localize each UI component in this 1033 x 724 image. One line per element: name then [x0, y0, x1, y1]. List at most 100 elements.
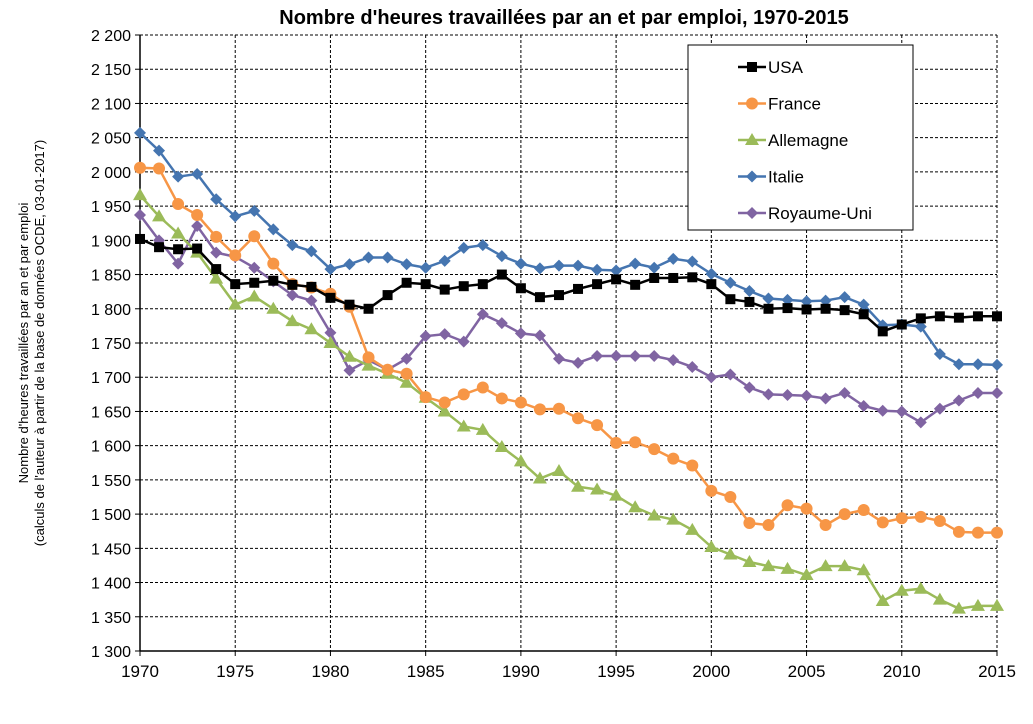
x-tick-label: 1990	[502, 662, 540, 681]
series-line-france	[139, 166, 997, 534]
data-point-italie	[762, 292, 775, 305]
series-line-italie	[139, 131, 998, 367]
series-line-royaume-uni	[139, 214, 997, 424]
y-tick-label: 1 650	[91, 404, 131, 421]
data-point-usa	[268, 275, 279, 286]
data-point-royaume-uni	[610, 350, 623, 363]
data-point-france	[629, 436, 642, 449]
data-point-italie	[210, 193, 223, 206]
data-point-france	[895, 512, 908, 525]
data-point-allemagne	[361, 358, 376, 371]
x-tick-label: 2000	[692, 662, 730, 681]
data-point-france	[914, 510, 927, 523]
data-point-france	[495, 392, 508, 405]
data-point-italie	[838, 291, 851, 304]
data-point-allemagne	[628, 500, 643, 513]
data-point-allemagne	[856, 563, 871, 576]
data-point-france	[191, 209, 204, 222]
data-point-usa	[763, 303, 774, 314]
data-point-usa	[211, 264, 222, 275]
data-point-italie	[286, 239, 299, 252]
data-point-allemagne	[475, 422, 490, 435]
data-point-usa	[972, 311, 983, 322]
data-point-italie	[248, 204, 261, 217]
data-point-royaume-uni	[476, 308, 489, 321]
data-point-france	[591, 419, 604, 432]
series-group	[133, 126, 1004, 614]
data-point-france	[552, 402, 565, 415]
data-point-italie	[495, 250, 508, 263]
data-point-royaume-uni	[572, 356, 585, 369]
data-point-allemagne	[685, 522, 700, 535]
legend-box	[687, 44, 914, 231]
data-point-allemagne	[970, 598, 985, 611]
legend-item-allemagne: Allemagne	[738, 131, 848, 150]
data-point-usa	[573, 283, 584, 294]
data-point-france	[933, 514, 946, 527]
legend-item-italie: Italie	[738, 168, 804, 187]
data-point-allemagne	[133, 188, 147, 201]
data-point-royaume-uni	[686, 360, 699, 373]
y-tick-label: 1 400	[91, 576, 131, 593]
data-point-italie	[629, 257, 642, 270]
data-point-italie	[400, 258, 413, 271]
y-tick-label: 2 100	[91, 96, 131, 113]
data-point-italie	[153, 144, 166, 157]
data-point-france	[781, 499, 794, 512]
data-point-france	[857, 504, 870, 517]
data-point-allemagne	[513, 454, 528, 467]
data-point-usa	[611, 274, 622, 285]
data-point-royaume-uni	[952, 394, 965, 407]
legend-marker	[745, 133, 759, 145]
data-point-italie	[229, 210, 242, 223]
data-point-allemagne	[875, 594, 890, 607]
data-point-royaume-uni	[933, 402, 946, 415]
data-point-italie	[724, 276, 737, 289]
data-point-royaume-uni	[914, 416, 927, 429]
data-point-royaume-uni	[838, 386, 851, 399]
data-point-royaume-uni	[514, 327, 527, 340]
data-point-allemagne	[304, 322, 319, 335]
data-point-royaume-uni	[743, 381, 756, 394]
legend-label: France	[768, 95, 821, 114]
data-point-italie	[667, 252, 680, 265]
data-point-usa	[820, 303, 831, 314]
data-point-allemagne	[228, 297, 243, 310]
x-tick-label: 1985	[407, 662, 445, 681]
data-point-usa	[725, 294, 736, 305]
data-point-allemagne	[742, 555, 757, 568]
data-point-france	[457, 388, 470, 401]
legend-label: USA	[768, 58, 804, 77]
data-point-royaume-uni	[305, 294, 318, 307]
data-point-italie	[705, 267, 718, 280]
data-point-italie	[952, 358, 965, 371]
data-point-italie	[514, 257, 527, 270]
data-point-italie	[572, 259, 585, 272]
data-point-france	[971, 526, 984, 539]
data-point-france	[686, 459, 699, 472]
y-tick-label: 2 050	[91, 131, 131, 148]
legend-marker	[746, 97, 758, 110]
data-point-usa	[534, 292, 545, 303]
data-point-france	[800, 502, 813, 515]
data-point-italie	[305, 245, 318, 258]
legend-marker	[746, 170, 758, 183]
data-point-usa	[877, 326, 888, 337]
data-point-france	[724, 491, 737, 503]
data-point-italie	[476, 239, 489, 252]
y-tick-label: 1 450	[91, 541, 131, 558]
data-point-royaume-uni	[172, 257, 185, 270]
data-point-usa	[630, 279, 641, 290]
data-point-royaume-uni	[552, 352, 565, 365]
data-point-royaume-uni	[324, 326, 337, 339]
y-tick-label: 1 500	[91, 507, 131, 524]
data-point-allemagne	[437, 404, 452, 417]
y-tick-label: 1 950	[91, 199, 131, 216]
data-point-usa	[592, 279, 603, 290]
data-point-royaume-uni	[134, 209, 146, 222]
data-point-italie	[343, 258, 356, 271]
data-point-allemagne	[704, 539, 719, 552]
data-point-usa	[382, 290, 393, 301]
x-tick-label: 1995	[597, 662, 635, 681]
data-point-france	[248, 230, 261, 243]
